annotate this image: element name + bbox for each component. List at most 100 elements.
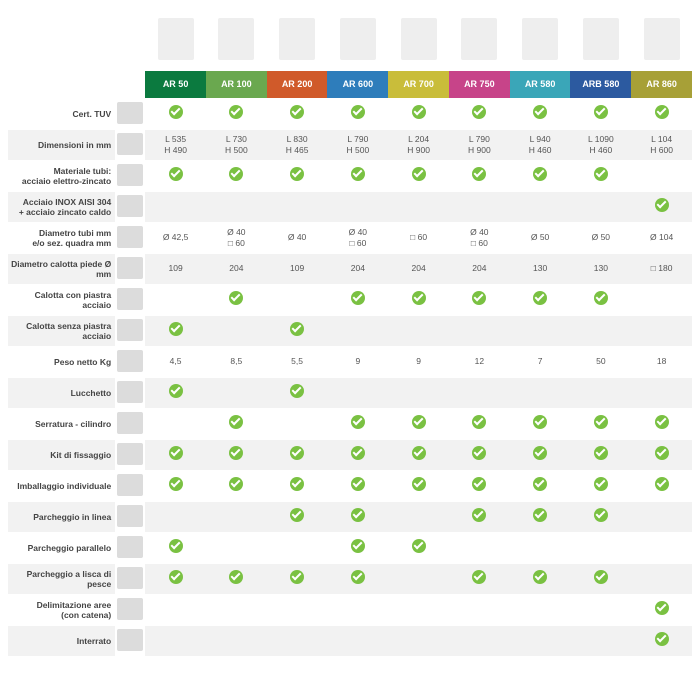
check-icon <box>594 570 608 584</box>
column-header: AR 100 <box>206 70 267 98</box>
check-icon <box>351 291 365 305</box>
row-icon <box>115 98 145 129</box>
check-icon <box>412 446 426 460</box>
check-icon <box>351 570 365 584</box>
check-icon <box>594 508 608 522</box>
table-cell: 130 <box>510 253 571 284</box>
check-icon <box>472 508 486 522</box>
table-cell <box>449 563 510 594</box>
row-label: Cert. TUV <box>8 98 115 129</box>
table-cell <box>449 191 510 222</box>
table-cell <box>510 625 571 656</box>
table-cell <box>631 532 692 563</box>
table-cell <box>145 191 206 222</box>
row-label: Serratura - cilindro <box>8 408 115 439</box>
table-cell: Ø 40□ 60 <box>327 222 388 253</box>
table-cell: 5,5 <box>267 346 328 377</box>
table-cell: Ø 40 <box>267 222 328 253</box>
table-cell: Ø 50 <box>510 222 571 253</box>
check-icon <box>169 570 183 584</box>
product-image-1 <box>206 10 267 70</box>
row-icon <box>115 129 145 160</box>
table-cell <box>631 191 692 222</box>
table-cell: 204 <box>327 253 388 284</box>
check-icon <box>655 415 669 429</box>
table-cell <box>327 625 388 656</box>
table-cell <box>449 284 510 315</box>
table-cell: Ø 104 <box>631 222 692 253</box>
table-cell <box>631 439 692 470</box>
table-cell <box>327 377 388 408</box>
row-label: Calotta con piastra acciaio <box>8 284 115 315</box>
check-icon <box>655 601 669 615</box>
check-icon <box>594 167 608 181</box>
table-cell <box>327 594 388 625</box>
check-icon <box>472 570 486 584</box>
comparison-table: AR 50AR 100AR 200AR 600AR 700AR 750AR 58… <box>8 10 692 657</box>
table-cell <box>510 532 571 563</box>
table-cell: L 830H 465 <box>267 129 328 160</box>
row-label: Interrato <box>8 625 115 656</box>
table-cell <box>570 501 631 532</box>
table-cell <box>449 160 510 191</box>
table-cell: 8,5 <box>206 346 267 377</box>
table-cell: 204 <box>206 253 267 284</box>
table-cell <box>267 625 328 656</box>
table-cell <box>327 284 388 315</box>
check-icon <box>533 570 547 584</box>
check-icon <box>655 477 669 491</box>
check-icon <box>351 167 365 181</box>
table-cell <box>267 470 328 501</box>
product-image-6 <box>510 10 571 70</box>
check-icon <box>594 477 608 491</box>
table-cell <box>206 501 267 532</box>
table-cell <box>267 98 328 129</box>
table-cell <box>449 98 510 129</box>
check-icon <box>412 105 426 119</box>
row-icon <box>115 470 145 501</box>
table-cell <box>510 284 571 315</box>
column-header: AR 50 <box>145 70 206 98</box>
table-cell <box>327 470 388 501</box>
table-cell <box>388 532 449 563</box>
table-cell: Ø 42,5 <box>145 222 206 253</box>
table-cell <box>510 98 571 129</box>
table-cell: 50 <box>570 346 631 377</box>
table-cell <box>145 284 206 315</box>
check-icon <box>290 570 304 584</box>
table-cell <box>449 625 510 656</box>
check-icon <box>229 105 243 119</box>
check-icon <box>169 105 183 119</box>
table-cell: 9 <box>327 346 388 377</box>
table-cell <box>206 191 267 222</box>
table-cell <box>267 315 328 346</box>
check-icon <box>169 384 183 398</box>
row-icon <box>115 408 145 439</box>
table-cell <box>267 439 328 470</box>
table-cell <box>145 408 206 439</box>
table-cell <box>570 284 631 315</box>
table-cell: L 730H 500 <box>206 129 267 160</box>
check-icon <box>472 477 486 491</box>
check-icon <box>351 539 365 553</box>
table-cell <box>631 284 692 315</box>
check-icon <box>412 415 426 429</box>
table-cell <box>570 470 631 501</box>
check-icon <box>229 570 243 584</box>
table-cell: 9 <box>388 346 449 377</box>
table-cell <box>631 408 692 439</box>
table-cell <box>327 501 388 532</box>
check-icon <box>290 384 304 398</box>
table-cell <box>388 501 449 532</box>
table-cell <box>570 532 631 563</box>
table-cell <box>570 315 631 346</box>
table-cell <box>570 408 631 439</box>
table-cell: Ø 40□ 60 <box>449 222 510 253</box>
table-cell <box>449 408 510 439</box>
row-icon <box>115 284 145 315</box>
row-label: Imballaggio individuale <box>8 470 115 501</box>
product-image-5 <box>449 10 510 70</box>
table-cell <box>631 315 692 346</box>
table-cell <box>449 532 510 563</box>
table-cell <box>145 532 206 563</box>
